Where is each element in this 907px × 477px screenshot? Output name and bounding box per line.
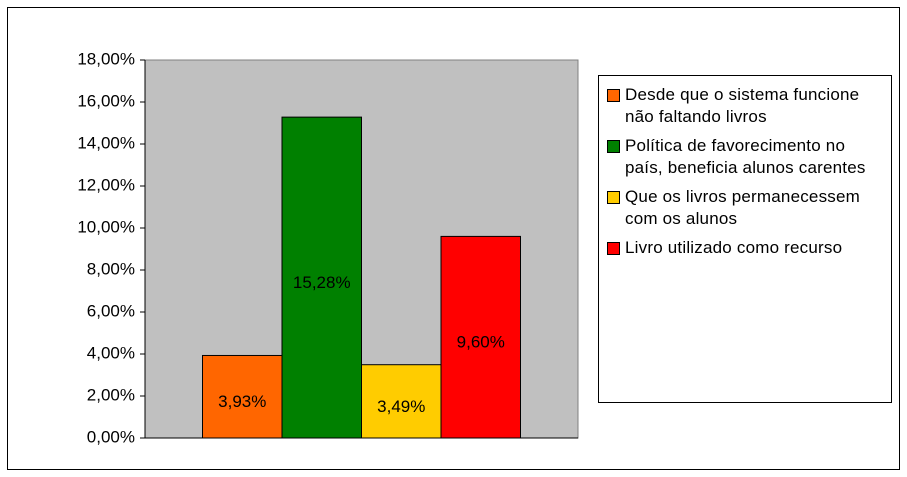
bar <box>440 235 521 439</box>
legend-swatch <box>607 140 620 153</box>
bar <box>361 364 442 439</box>
y-tick-label: 12,00% <box>77 175 135 194</box>
y-tick-label: 4,00% <box>87 343 135 362</box>
y-tick-label: 14,00% <box>77 133 135 152</box>
legend-item: Política de favorecimento no país, benef… <box>607 135 885 178</box>
legend-item: Desde que o sistema funcione não faltand… <box>607 84 885 127</box>
legend-item: Que os livros permanecessem com os aluno… <box>607 186 885 229</box>
y-tick-label: 6,00% <box>87 301 135 320</box>
legend-swatch <box>607 191 620 204</box>
y-tick-label: 0,00% <box>87 427 135 446</box>
y-tick-label: 16,00% <box>77 91 135 110</box>
legend-item: Livro utilizado como recurso <box>607 237 885 259</box>
value-label: 3,49% <box>377 397 425 416</box>
value-label: 3,93% <box>218 392 266 411</box>
bar <box>281 116 362 439</box>
legend-label: Política de favorecimento no país, benef… <box>625 136 866 177</box>
y-tick-label: 2,00% <box>87 385 135 404</box>
legend-swatch <box>607 242 620 255</box>
legend: Desde que o sistema funcione não faltand… <box>598 75 892 403</box>
y-tick-label: 8,00% <box>87 259 135 278</box>
y-tick-label: 18,00% <box>77 49 135 68</box>
value-label: 9,60% <box>457 333 505 352</box>
legend-label: Que os livros permanecessem com os aluno… <box>625 187 860 228</box>
legend-label: Desde que o sistema funcione não faltand… <box>625 85 860 126</box>
legend-swatch <box>607 89 620 102</box>
legend-label: Livro utilizado como recurso <box>625 238 843 257</box>
y-tick-label: 10,00% <box>77 217 135 236</box>
value-label: 15,28% <box>293 273 351 292</box>
